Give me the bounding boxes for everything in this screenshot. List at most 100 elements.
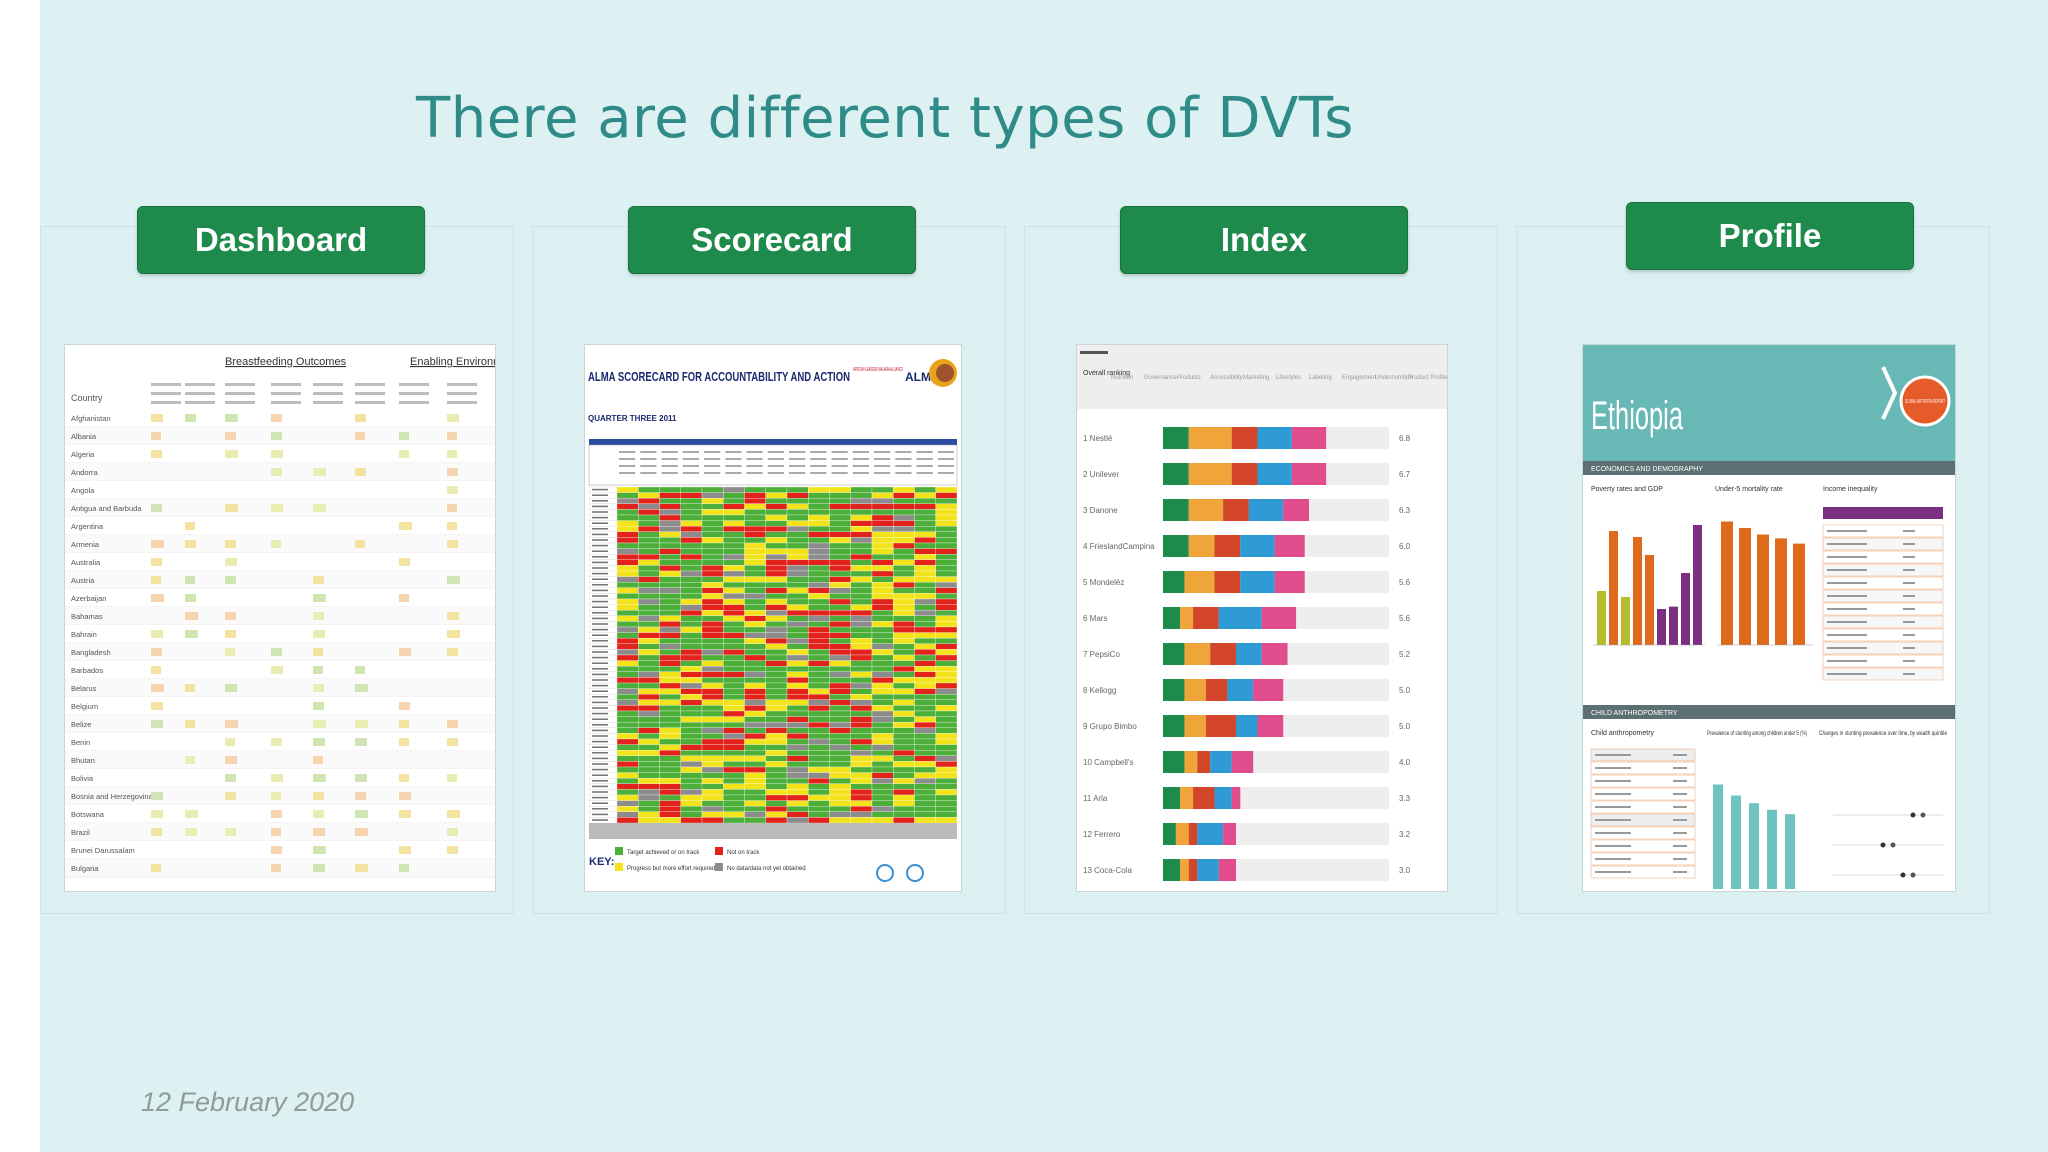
- scorecard-cell: [744, 716, 766, 723]
- scorecard-cell: [680, 772, 703, 779]
- dashboard-value-cell: [185, 612, 198, 620]
- scorecard-country-text: [592, 528, 608, 530]
- scorecard-cell: [914, 632, 936, 639]
- scorecard-cell: [935, 783, 958, 790]
- scorecard-cell: [723, 632, 745, 639]
- scorecard-cell: [616, 794, 639, 801]
- scorecard-header-line: [852, 458, 869, 460]
- scorecard-cell: [893, 593, 915, 600]
- scorecard-cell: [638, 738, 660, 745]
- scorecard-country-text: [592, 500, 608, 502]
- scorecard-cell: [765, 750, 788, 756]
- profile-table-text: [1827, 608, 1867, 610]
- dashboard-country-cell: Austria: [71, 576, 95, 585]
- scorecard-thumbnail: ALMA SCORECARD FOR ACCOUNTABILITY AND AC…: [584, 344, 962, 892]
- scorecard-cell: [871, 638, 894, 644]
- scorecard-cell: [786, 666, 809, 672]
- scorecard-cell: [850, 554, 873, 560]
- scorecard-cell: [680, 817, 703, 824]
- scorecard-country-text: [592, 522, 608, 524]
- profile-table-text: [1903, 556, 1915, 558]
- dashboard-header-line: [185, 392, 215, 395]
- dashboard-value-cell: [399, 648, 411, 656]
- scorecard-cell: [701, 677, 724, 684]
- profile-label[interactable]: Profile: [1626, 202, 1914, 270]
- scorecard-cell: [935, 520, 958, 527]
- scorecard-cell: [935, 694, 958, 700]
- scorecard-cell: [765, 789, 788, 796]
- scorecard-cell: [765, 677, 788, 684]
- profile-subhead-2: Under-5 mortality rate: [1715, 486, 1783, 493]
- scorecard-cell: [659, 671, 681, 678]
- scorecard-cell: [935, 699, 958, 706]
- scorecard-country-text: [592, 656, 608, 659]
- scorecard-cell: [765, 626, 788, 633]
- scorecard-cell: [701, 498, 724, 504]
- scorecard-cell: [893, 559, 915, 566]
- scorecard-cell: [701, 621, 724, 628]
- scorecard-cell: [893, 806, 915, 812]
- dashboard-label[interactable]: Dashboard: [137, 206, 425, 274]
- index-bar-segment: [1235, 715, 1258, 737]
- scorecard-country-text: [592, 539, 608, 541]
- dashboard-value-cell: [185, 630, 198, 638]
- dashboard-value-cell: [151, 702, 163, 710]
- dashboard-value-cell: [225, 720, 238, 728]
- scorecard-cell: [765, 755, 788, 762]
- scorecard-cell: [786, 509, 809, 516]
- index-company-label: 13 Coca-Cola: [1083, 866, 1132, 875]
- profile-table-row: [1822, 628, 1944, 642]
- profile-table-row: [1822, 602, 1944, 616]
- profile-table-text: [1673, 780, 1687, 782]
- dashboard-country-cell: Bulgaria: [71, 864, 99, 873]
- scorecard-cell: [744, 509, 766, 516]
- profile-table-text: [1903, 621, 1915, 623]
- index-label[interactable]: Index: [1120, 206, 1408, 274]
- scorecard-cell: [829, 666, 851, 672]
- scorecard-cell: [680, 598, 703, 605]
- profile-table-text: [1827, 543, 1867, 545]
- scorecard-cell: [659, 727, 681, 734]
- scorecard-country-text: [592, 606, 608, 608]
- scorecard-cell: [723, 503, 745, 510]
- scorecard-cell: [680, 509, 703, 516]
- scorecard-header-line: [661, 458, 678, 460]
- profile-table-text: [1903, 673, 1915, 675]
- scorecard-cell: [935, 794, 958, 801]
- dashboard-value-cell: [271, 648, 282, 656]
- scorecard-country-text: [592, 791, 608, 793]
- scorecard-cell: [744, 817, 766, 824]
- scorecard-cell: [723, 761, 745, 768]
- scorecard-cell: [935, 610, 958, 616]
- index-bar-segment: [1163, 499, 1189, 521]
- scorecard-cell: [893, 699, 915, 706]
- profile-table-text: [1903, 660, 1915, 662]
- scorecard-cell: [723, 694, 745, 700]
- index-bar-segment: [1214, 535, 1241, 557]
- scorecard-cell: [701, 682, 724, 689]
- scorecard-country-text: [592, 617, 608, 620]
- scorecard-cell: [765, 548, 788, 555]
- scorecard-label[interactable]: Scorecard: [628, 206, 916, 274]
- scorecard-cell: [680, 660, 703, 667]
- scorecard-cell: [786, 800, 809, 807]
- profile-section1-bar: [1583, 461, 1955, 475]
- profile-table-text: [1595, 871, 1631, 873]
- dashboard-value-cell: [185, 414, 196, 422]
- dashboard-country-cell: Argentina: [71, 522, 104, 531]
- scorecard-cell: [701, 531, 724, 538]
- dashboard-value-cell: [313, 684, 324, 692]
- scorecard-cell: [808, 744, 830, 751]
- dashboard-row: [65, 715, 495, 733]
- scorecard-cell: [701, 649, 724, 656]
- profile-table-text: [1827, 569, 1867, 571]
- scorecard-cell: [935, 710, 958, 717]
- scorecard-cell: [850, 744, 873, 751]
- scorecard-cell: [765, 559, 788, 566]
- scorecard-cell: [744, 559, 766, 566]
- scorecard-country-text: [592, 567, 608, 569]
- dashboard-country-cell: Bhutan: [71, 756, 95, 765]
- scorecard-cell: [701, 800, 724, 807]
- scorecard-cell: [659, 722, 681, 728]
- scorecard-cell: [893, 576, 915, 583]
